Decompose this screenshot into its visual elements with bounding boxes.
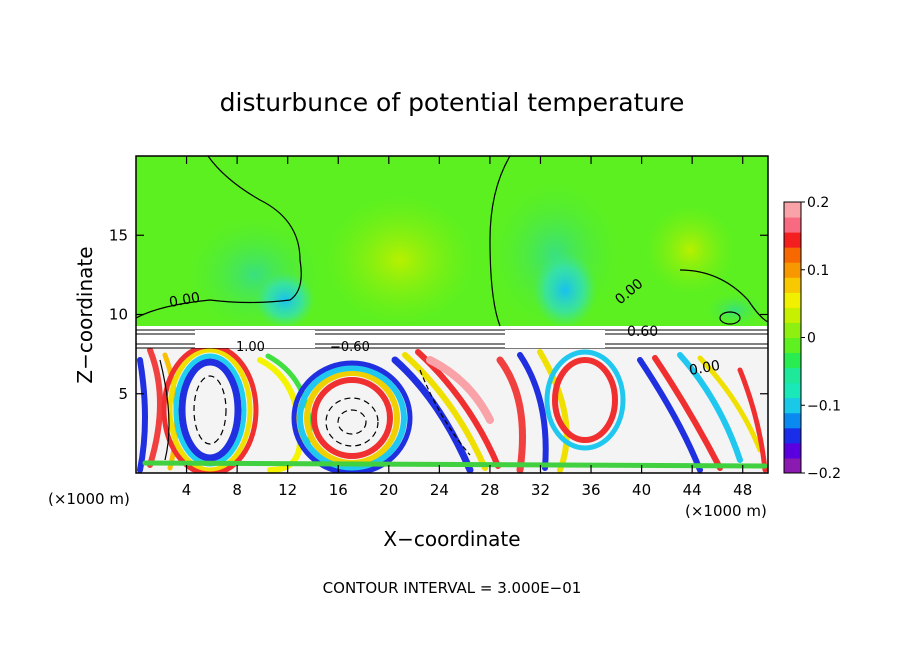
chart-title: disturbunce of potential temperature (220, 88, 685, 117)
x-tick-label: 12 (278, 481, 297, 499)
colorbar-swatch (784, 397, 801, 414)
colorbar-swatch (784, 247, 801, 263)
colorbar-swatch (784, 262, 801, 278)
x-tick-label: 36 (581, 481, 600, 499)
y-tick-label: 10 (109, 306, 128, 324)
colorbar-tick-label: 0 (807, 331, 816, 347)
colorbar-swatch (784, 367, 801, 384)
colorbar-swatch (784, 202, 801, 218)
colorbar-swatch (784, 307, 801, 323)
colorbar-swatch (784, 292, 801, 308)
x-tick-label: 28 (480, 481, 499, 499)
x-tick-label: 4 (182, 481, 192, 499)
colorbar-swatch (784, 232, 801, 248)
contour-label: 1.00 (236, 340, 265, 355)
x-tick-label: 40 (632, 481, 651, 499)
y-axis: 5 10 15 (109, 226, 768, 403)
colorbar-swatch (784, 277, 801, 293)
colorbar: 0.2 0.1 0 −0.1 −0.2 (783, 195, 841, 482)
colorbar-tick-label: 0.1 (807, 263, 829, 279)
x-axis-title: X−coordinate (383, 527, 520, 551)
anomaly-cyan-right (533, 252, 597, 328)
colorbar-swatch (784, 337, 801, 354)
x-tick-label: 44 (683, 481, 702, 499)
colorbar-swatch (784, 322, 801, 338)
contour-label: 0.00 (168, 290, 201, 311)
x-axis: 4 8 12 16 20 24 28 32 36 40 44 48 (182, 156, 752, 499)
x-tick-label: 20 (379, 481, 398, 499)
contour-label: 0.60 (627, 324, 658, 340)
colorbar-swatch (784, 217, 801, 233)
colorbar-swatch (784, 457, 801, 474)
x-unit-label-right: (×1000 m) (685, 502, 767, 520)
contour-label: 0.00 (688, 358, 721, 379)
anomaly-yellowgreen-right (645, 205, 735, 295)
x-unit-label: (×1000 m) (48, 490, 130, 508)
colorbar-swatch (784, 442, 801, 459)
colorbar-swatch (784, 352, 801, 369)
x-tick-label: 32 (531, 481, 550, 499)
y-tick-label: 5 (118, 385, 128, 403)
contour-interval-note: CONTOUR INTERVAL = 3.000E−01 (323, 579, 582, 597)
x-tick-label: 48 (733, 481, 752, 499)
x-tick-label: 16 (329, 481, 348, 499)
contour-label: −0.60 (330, 340, 370, 355)
y-axis-title: Z−coordinate (73, 246, 97, 383)
colorbar-tick-label: −0.2 (807, 466, 841, 482)
colorbar-swatch (784, 412, 801, 429)
colorbar-swatch (784, 382, 801, 399)
colorbar-swatch (784, 427, 801, 444)
colorbar-tick-label: 0.2 (807, 195, 829, 211)
x-tick-label: 24 (430, 481, 449, 499)
anomaly-yellowgreen-center (325, 195, 475, 325)
contour-labels: 0.00 0.00 0.00 0.60 1.00 −0.60 (168, 276, 721, 379)
contour-lines (136, 156, 768, 461)
plot-area (136, 156, 768, 473)
colorbar-tick-label: −0.1 (807, 398, 841, 414)
lower-eddies (137, 343, 768, 473)
y-tick-label: 15 (109, 226, 128, 244)
x-tick-label: 8 (232, 481, 242, 499)
